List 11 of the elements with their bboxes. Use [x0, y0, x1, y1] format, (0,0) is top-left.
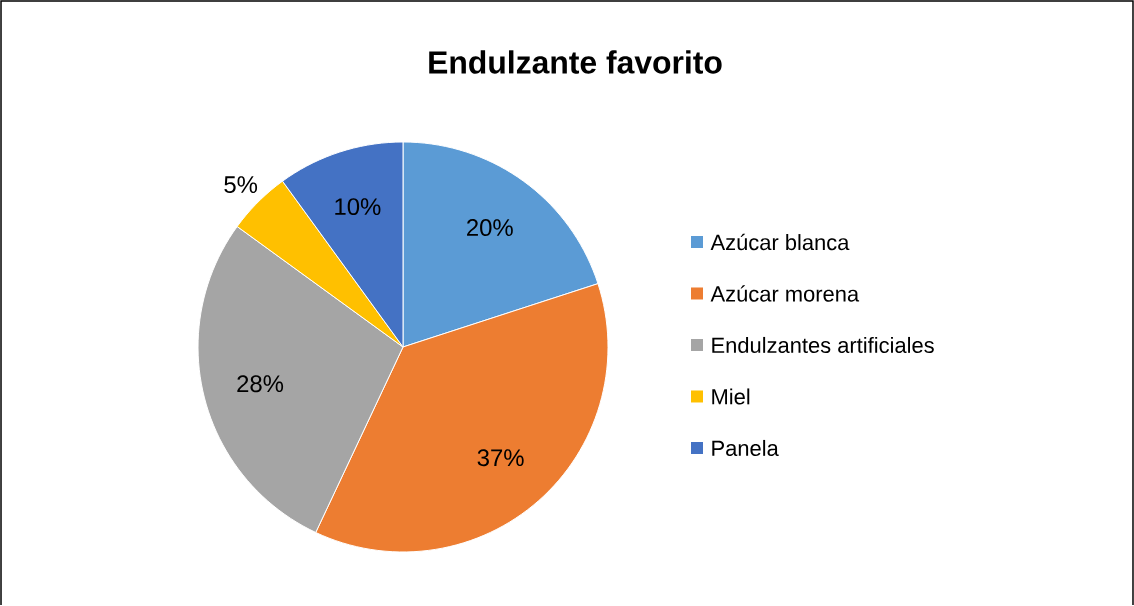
legend-label: Miel [712, 388, 750, 405]
data-label: 20% [467, 219, 513, 237]
legend-label: Azúcar morena [710, 285, 860, 302]
legend-label: Endulzantes artificiales [712, 337, 934, 354]
legend-label: Azúcar blanca [710, 233, 850, 251]
chart-title: Endulzante favorito [429, 50, 722, 74]
data-label: 28% [237, 375, 284, 393]
legend-label: Panela [712, 440, 779, 457]
data-label: 5% [224, 176, 258, 194]
data-label: 37% [477, 449, 524, 467]
data-label: 10% [335, 198, 381, 216]
